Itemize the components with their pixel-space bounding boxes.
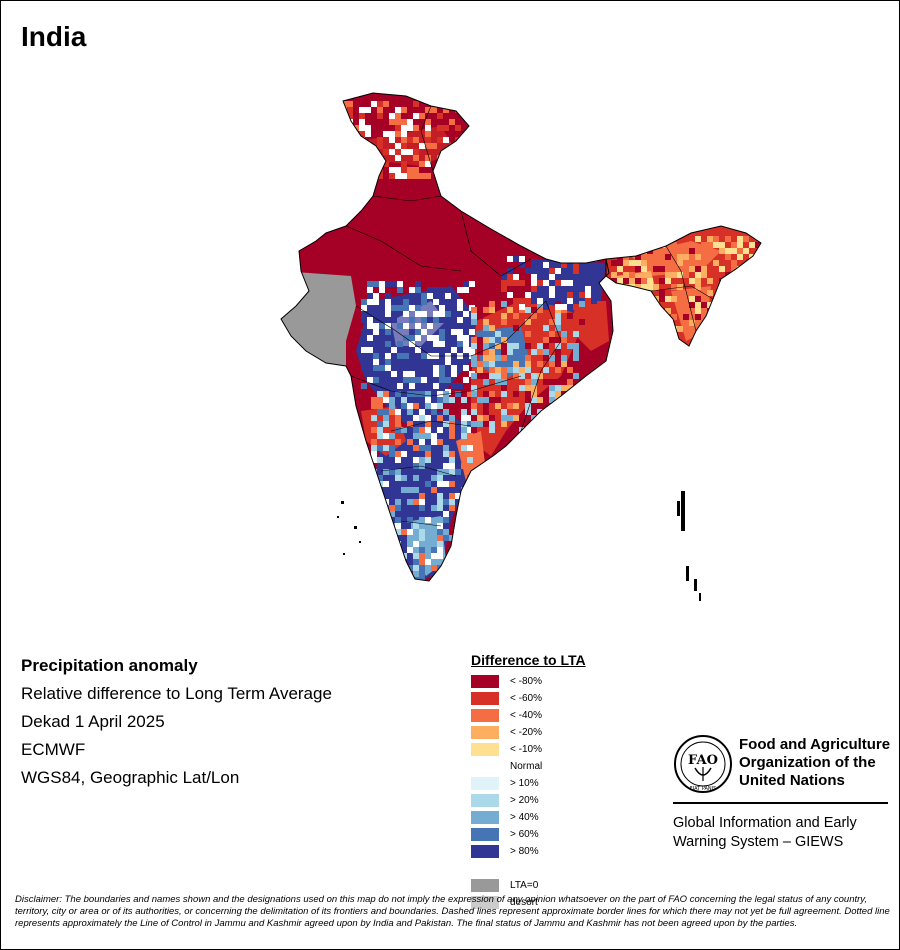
legend-label: < -60%	[510, 693, 542, 704]
fao-seal-icon: FAO FIAT PANIS	[674, 735, 732, 793]
legend-item: Normal	[471, 758, 586, 775]
admin-boundaries	[345, 105, 714, 527]
legend-item: < -40%	[471, 707, 586, 724]
legend-swatch	[471, 845, 499, 858]
legend-label: > 20%	[510, 795, 539, 806]
info-line-period: Dekad 1 April 2025	[21, 712, 165, 731]
legend-label: < -40%	[510, 710, 542, 721]
legend-item: LTA=0	[471, 877, 586, 894]
info-line-projection: WGS84, Geographic Lat/Lon	[21, 768, 240, 787]
map-subject: Precipitation anomaly	[21, 656, 198, 675]
legend-item: < -60%	[471, 690, 586, 707]
legend-swatch	[471, 692, 499, 705]
legend-swatch	[471, 743, 499, 756]
legend-label: < -20%	[510, 727, 542, 738]
fao-seal-letters: FAO	[688, 753, 718, 768]
legend-swatch	[471, 794, 499, 807]
fao-seal-motto: FIAT PANIS	[690, 786, 717, 792]
legend-label: > 10%	[510, 778, 539, 789]
legend-swatch	[471, 879, 499, 892]
legend-item: > 20%	[471, 792, 586, 809]
legend-item: > 40%	[471, 809, 586, 826]
legend-label: Normal	[510, 761, 543, 772]
legend-item: > 80%	[471, 843, 586, 860]
islands	[337, 491, 701, 601]
legend-label: > 60%	[510, 829, 539, 840]
legend-item: < -80%	[471, 673, 586, 690]
legend-label: < -10%	[510, 744, 542, 755]
legend-label: LTA=0	[510, 880, 539, 891]
legend-item: > 10%	[471, 775, 586, 792]
legend-swatch	[471, 811, 499, 824]
legend-label: > 80%	[510, 846, 539, 857]
info-line-source: ECMWF	[21, 740, 86, 759]
legend-item: > 60%	[471, 826, 586, 843]
legend-swatch	[471, 896, 499, 909]
legend-swatch	[471, 828, 499, 841]
legend-spacer	[471, 860, 586, 877]
disclaimer: Disclaimer: The boundaries and names sho…	[15, 894, 890, 929]
info-line-description: Relative difference to Long Term Average	[21, 684, 332, 703]
legend-label: < -80%	[510, 676, 542, 687]
legend-item: desert	[471, 894, 586, 911]
legend-swatch	[471, 726, 499, 739]
logo-divider	[673, 802, 888, 804]
organization-name: Food and Agriculture Organization of the…	[739, 736, 891, 789]
legend-item: < -10%	[471, 741, 586, 758]
india-map-fill	[281, 93, 761, 581]
legend: Difference to LTA < -80% < -60% < -40% <…	[471, 652, 586, 911]
map-info: Precipitation anomaly Relative differenc…	[21, 656, 332, 796]
legend-label: > 40%	[510, 812, 539, 823]
legend-label: desert	[510, 897, 538, 908]
legend-swatch	[471, 760, 499, 773]
map-title: India	[21, 21, 87, 52]
legend-swatch	[471, 777, 499, 790]
legend-swatch	[471, 862, 499, 875]
legend-swatch	[471, 709, 499, 722]
precipitation-map	[280, 92, 762, 601]
legend-swatch	[471, 675, 499, 688]
legend-title: Difference to LTA	[471, 652, 586, 668]
legend-item: < -20%	[471, 724, 586, 741]
system-name: Global Information and Early Warning Sys…	[673, 815, 857, 850]
